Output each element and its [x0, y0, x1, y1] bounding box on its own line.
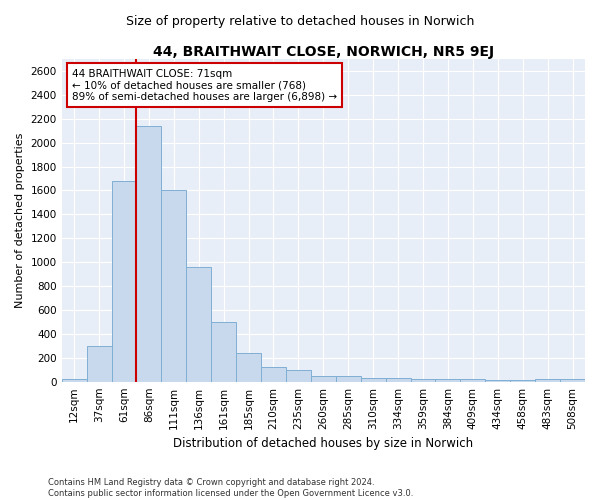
Bar — [410, 380, 436, 382]
Bar — [62, 378, 86, 382]
Text: Contains HM Land Registry data © Crown copyright and database right 2024.
Contai: Contains HM Land Registry data © Crown c… — [48, 478, 413, 498]
Bar — [560, 380, 585, 382]
Bar — [236, 353, 261, 382]
Bar — [186, 267, 211, 382]
Bar — [510, 380, 535, 382]
Bar — [161, 190, 186, 382]
Bar — [485, 380, 510, 382]
Bar — [211, 322, 236, 382]
Bar — [311, 376, 336, 382]
Bar — [535, 380, 560, 382]
Bar — [336, 376, 361, 382]
Bar — [361, 378, 386, 382]
Bar — [86, 346, 112, 382]
Bar — [112, 181, 136, 382]
Bar — [386, 378, 410, 382]
Bar — [460, 380, 485, 382]
Bar — [261, 368, 286, 382]
X-axis label: Distribution of detached houses by size in Norwich: Distribution of detached houses by size … — [173, 437, 473, 450]
Bar — [136, 126, 161, 382]
Title: 44, BRAITHWAIT CLOSE, NORWICH, NR5 9EJ: 44, BRAITHWAIT CLOSE, NORWICH, NR5 9EJ — [153, 45, 494, 59]
Text: Size of property relative to detached houses in Norwich: Size of property relative to detached ho… — [126, 14, 474, 28]
Y-axis label: Number of detached properties: Number of detached properties — [15, 132, 25, 308]
Text: 44 BRAITHWAIT CLOSE: 71sqm
← 10% of detached houses are smaller (768)
89% of sem: 44 BRAITHWAIT CLOSE: 71sqm ← 10% of deta… — [72, 68, 337, 102]
Bar — [286, 370, 311, 382]
Bar — [436, 380, 460, 382]
